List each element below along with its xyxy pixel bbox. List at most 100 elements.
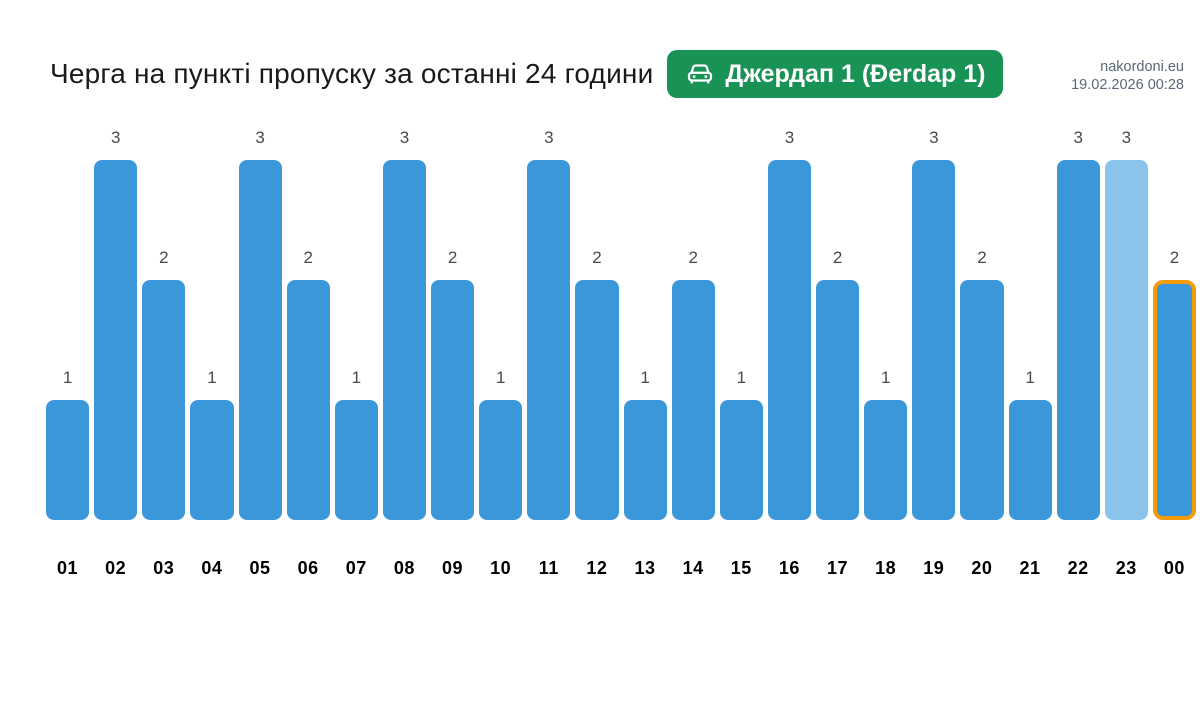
- bar-column: 1 13: [623, 368, 667, 579]
- timestamp: 19.02.2026 00:28: [1071, 77, 1184, 93]
- header-meta: nakordoni.eu 19.02.2026 00:28: [1071, 58, 1184, 94]
- x-axis-label: 19: [923, 558, 945, 578]
- bar-column: 3 05: [238, 128, 282, 579]
- title-row: Черга на пункті пропуску за останні 24 г…: [50, 50, 1150, 98]
- checkpoint-badge: Джердап 1 (Đerdap 1): [667, 50, 1004, 98]
- bar-value-label: 2: [159, 248, 169, 267]
- bar[interactable]: [671, 280, 715, 520]
- car-icon: [685, 59, 715, 89]
- bar-value-label: 3: [1073, 128, 1083, 147]
- x-axis-label: 04: [201, 558, 223, 578]
- bar[interactable]: [46, 400, 90, 520]
- bar[interactable]: [238, 160, 282, 520]
- x-axis-label: 12: [586, 558, 608, 578]
- bar-value-label: 3: [399, 128, 410, 147]
- bar[interactable]: [816, 280, 860, 520]
- bar-column: 2 03: [142, 248, 186, 579]
- bar-value-label: 2: [977, 248, 987, 267]
- site-name: nakordoni.eu: [1100, 59, 1184, 75]
- x-axis-label: 06: [297, 558, 319, 578]
- bar[interactable]: [142, 280, 186, 520]
- bar[interactable]: [527, 160, 571, 520]
- bar[interactable]: [864, 400, 908, 520]
- x-axis-label: 20: [971, 558, 993, 578]
- bar[interactable]: [1008, 400, 1052, 520]
- bar-value-label: 1: [880, 368, 891, 387]
- bar-column: 3 19: [912, 128, 956, 579]
- bar[interactable]: [190, 400, 234, 520]
- bar-column: 2 06: [286, 248, 330, 579]
- bar-value-label: 3: [1121, 128, 1132, 147]
- bar-value-label: 1: [207, 368, 217, 387]
- bar[interactable]: [479, 400, 523, 520]
- x-axis-label: 10: [490, 558, 512, 578]
- bar-value-label: 1: [640, 368, 650, 387]
- x-axis-label: 09: [442, 558, 464, 578]
- x-axis-label: 22: [1067, 558, 1089, 578]
- x-axis-label: 23: [1115, 558, 1137, 578]
- x-axis-label: 02: [105, 558, 127, 578]
- bar-value-label: 3: [110, 128, 121, 147]
- bar-value-label: 3: [929, 128, 939, 147]
- bar-column: 3 22: [1056, 128, 1100, 579]
- bar-column: 3 16: [767, 128, 811, 579]
- bar-column: 1 15: [719, 368, 763, 579]
- bar-column: 2 00: [1152, 248, 1196, 579]
- bar-column: 1 01: [46, 368, 90, 579]
- bar-column: 3 23: [1104, 128, 1148, 579]
- bar-value-label: 2: [592, 248, 602, 267]
- bar-value-label: 2: [688, 248, 698, 267]
- x-axis-label: 21: [1019, 558, 1041, 578]
- bar-column: 2 09: [431, 248, 475, 579]
- bar[interactable]: [334, 400, 378, 520]
- x-axis-label: 17: [827, 558, 849, 578]
- bar-value-label: 3: [255, 128, 265, 147]
- bar[interactable]: [1152, 280, 1196, 520]
- bar[interactable]: [719, 400, 763, 520]
- bar[interactable]: [960, 280, 1004, 520]
- bar-column: 2 14: [671, 248, 715, 579]
- bar-column: 1 04: [190, 368, 234, 579]
- bar[interactable]: [912, 160, 956, 520]
- bar-column: 1 07: [334, 368, 378, 579]
- bar-value-label: 2: [447, 248, 458, 267]
- x-axis-label: 13: [634, 558, 656, 578]
- page-title: Черга на пункті пропуску за останні 24 г…: [50, 58, 654, 89]
- x-axis-label: 18: [875, 558, 897, 578]
- checkpoint-badge-label: Джердап 1 (Đerdap 1): [725, 59, 986, 88]
- bars-container: 1 01 3 02 2 03 1 04 3 05 2 06 1 07 3 08 2 09 1 10 3 11 2 12 1 13 2…: [46, 128, 1196, 579]
- x-axis-label: 07: [345, 558, 367, 578]
- bar[interactable]: [286, 280, 330, 520]
- x-axis-label: 08: [393, 558, 415, 578]
- x-axis-label: 14: [682, 558, 704, 578]
- bar-value-label: 1: [736, 368, 747, 387]
- bar-value-label: 2: [1169, 248, 1180, 267]
- bar-value-label: 3: [544, 128, 554, 147]
- bar[interactable]: [94, 160, 138, 520]
- bar-value-label: 1: [351, 368, 362, 387]
- bar[interactable]: [431, 280, 475, 520]
- bar-column: 1 18: [864, 368, 908, 579]
- x-axis-label: 16: [778, 558, 800, 578]
- bar-column: 2 20: [960, 248, 1004, 579]
- bar-column: 2 17: [816, 248, 860, 579]
- x-axis-label: 05: [249, 558, 271, 578]
- bar[interactable]: [623, 400, 667, 520]
- bar-value-label: 1: [495, 368, 506, 387]
- bar-column: 3 08: [382, 128, 426, 579]
- bar-value-label: 3: [784, 128, 795, 147]
- bar[interactable]: [767, 160, 811, 520]
- bar[interactable]: [1056, 160, 1100, 520]
- bar-column: 3 02: [94, 128, 138, 579]
- bar[interactable]: [382, 160, 426, 520]
- x-axis-label: 01: [57, 558, 79, 578]
- bar-value-label: 1: [1025, 368, 1035, 387]
- x-axis-label: 11: [538, 558, 559, 578]
- bar-column: 3 11: [527, 128, 571, 579]
- bar[interactable]: [1104, 160, 1148, 520]
- x-axis-label: 00: [1163, 558, 1185, 578]
- bar-value-label: 2: [303, 248, 313, 267]
- bar-column: 1 10: [479, 368, 523, 579]
- bar[interactable]: [575, 280, 619, 520]
- bar-value-label: 2: [832, 248, 843, 267]
